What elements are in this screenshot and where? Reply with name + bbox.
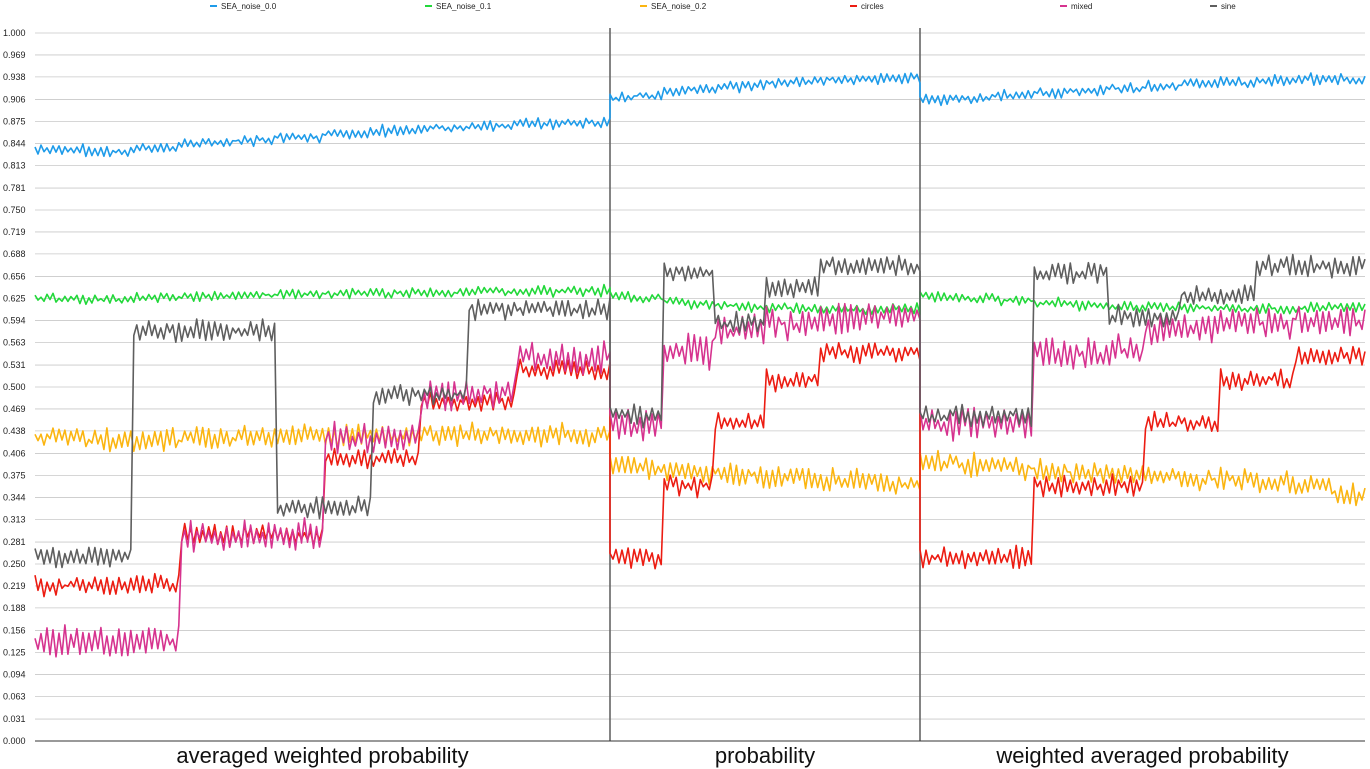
y-tick-label: 0.750 xyxy=(3,205,26,215)
legend-item-label: mixed xyxy=(1071,2,1092,11)
legend-item-label: sine xyxy=(1221,2,1236,11)
y-tick-label: 0.875 xyxy=(3,117,26,127)
y-tick-label: 0.406 xyxy=(3,449,26,459)
y-tick-label: 0.313 xyxy=(3,514,26,524)
y-tick-label: 0.656 xyxy=(3,272,26,282)
legend-item-label: SEA_noise_0.2 xyxy=(651,2,707,11)
y-tick-label: 0.469 xyxy=(3,404,26,414)
legend-item-label: SEA_noise_0.1 xyxy=(436,2,492,11)
y-tick-label: 0.594 xyxy=(3,315,26,325)
y-tick-label: 0.344 xyxy=(3,492,26,502)
y-tick-label: 0.531 xyxy=(3,360,26,370)
y-tick-label: 0.719 xyxy=(3,227,26,237)
series-line xyxy=(34,421,1366,507)
legend-item-label: SEA_noise_0.0 xyxy=(221,2,277,11)
y-tick-label: 0.125 xyxy=(3,648,26,658)
y-tick-label: 0.906 xyxy=(3,95,26,105)
y-tick-label: 0.188 xyxy=(3,603,26,613)
grid xyxy=(35,32,1365,742)
y-tick-label: 0.781 xyxy=(3,183,26,193)
y-tick-label: 0.438 xyxy=(3,426,26,436)
section-label: probability xyxy=(715,743,815,768)
y-tick-label: 0.281 xyxy=(3,537,26,547)
y-tick-label: 0.250 xyxy=(3,559,26,569)
y-tick-label: 0.563 xyxy=(3,337,26,347)
y-tick-label: 0.500 xyxy=(3,382,26,392)
y-tick-label: 0.688 xyxy=(3,249,26,259)
section-label: averaged weighted probability xyxy=(176,743,468,768)
series-line xyxy=(34,72,1366,158)
y-tick-label: 0.000 xyxy=(3,736,26,746)
series-line xyxy=(34,253,1366,569)
y-tick-label: 0.375 xyxy=(3,471,26,481)
section-label: weighted averaged probability xyxy=(995,743,1288,768)
series-line xyxy=(34,283,1366,316)
y-tick-label: 0.625 xyxy=(3,294,26,304)
y-tick-label: 0.094 xyxy=(3,669,26,679)
y-axis-ticks: 0.000 0.031 0.063 0.094 0.125 0.156 0.188 0.219… xyxy=(3,28,26,746)
y-tick-label: 0.219 xyxy=(3,581,26,591)
legend: SEA_noise_0.0 SEA_noise_0.1 SEA_noise_0.2 c… xyxy=(210,2,1236,11)
y-tick-label: 0.031 xyxy=(3,714,26,724)
y-tick-label: 0.813 xyxy=(3,160,26,170)
y-tick-label: 0.156 xyxy=(3,626,26,636)
y-tick-label: 0.844 xyxy=(3,138,26,148)
y-tick-label: 1.000 xyxy=(3,28,26,38)
legend-item-label: circles xyxy=(861,2,884,11)
y-tick-label: 0.063 xyxy=(3,691,26,701)
y-tick-label: 0.938 xyxy=(3,72,26,82)
section-labels: averaged weighted probability probability… xyxy=(176,743,1288,768)
y-tick-label: 0.969 xyxy=(3,50,26,60)
series-lines xyxy=(34,72,1366,658)
series-line xyxy=(34,302,1366,658)
